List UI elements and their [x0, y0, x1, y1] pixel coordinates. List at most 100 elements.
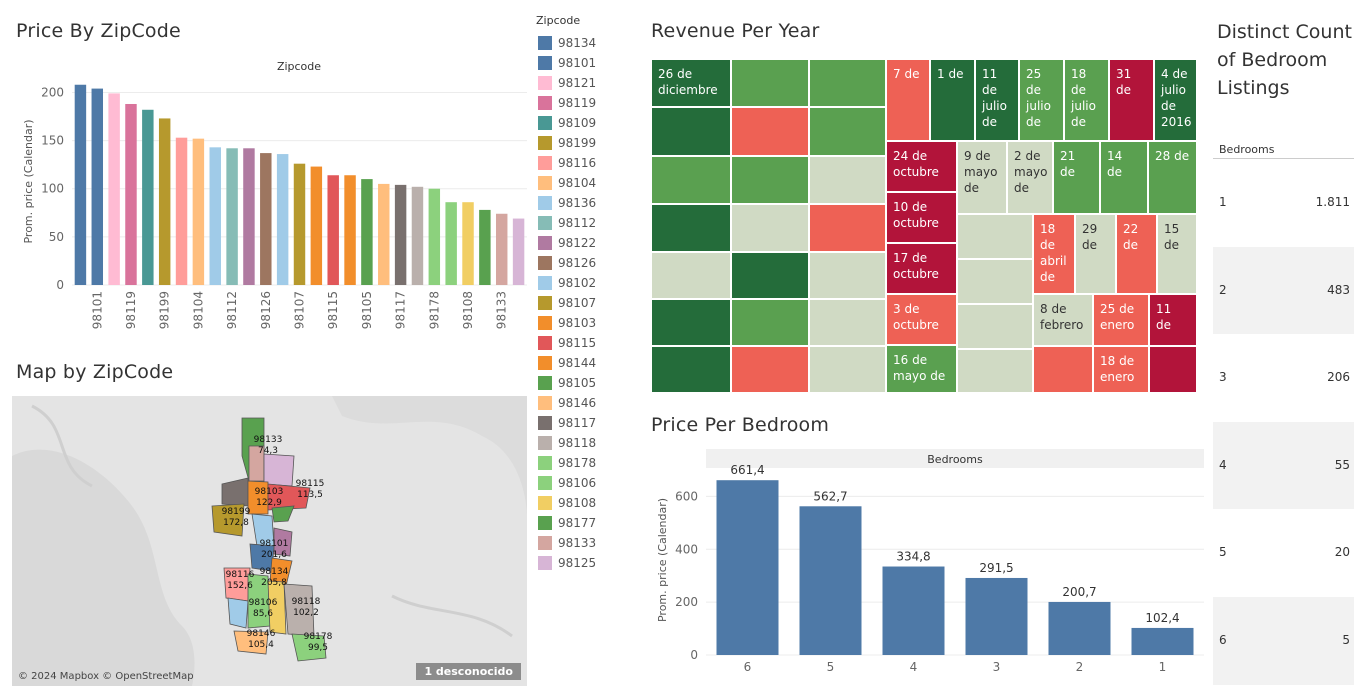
treemap-cell[interactable] — [809, 59, 886, 107]
zip-bar-98106[interactable] — [445, 202, 457, 285]
treemap-cell[interactable]: 8 de febrero — [1033, 294, 1093, 346]
treemap-cell[interactable] — [731, 107, 809, 156]
treemap-cell[interactable] — [651, 156, 731, 204]
legend-item-98107[interactable]: 98107 — [530, 293, 630, 313]
treemap-cell[interactable]: 18 de abril de — [1033, 214, 1075, 294]
bedroom-bar-1[interactable] — [1131, 627, 1194, 655]
zip-bar-98134[interactable] — [74, 84, 87, 285]
unknown-badge[interactable]: 1 desconocido — [416, 663, 521, 680]
legend-item-98177[interactable]: 98177 — [530, 513, 630, 533]
zip-bar-98119[interactable] — [125, 103, 137, 285]
zip-bar-98122[interactable] — [243, 148, 255, 285]
treemap-cell[interactable] — [731, 156, 809, 204]
legend-item-98103[interactable]: 98103 — [530, 313, 630, 333]
legend-item-98115[interactable]: 98115 — [530, 333, 630, 353]
treemap-cell[interactable]: 26 de diciembre — [651, 59, 731, 107]
legend-item-98119[interactable]: 98119 — [530, 93, 630, 113]
legend-item-98126[interactable]: 98126 — [530, 253, 630, 273]
legend-item-98146[interactable]: 98146 — [530, 393, 630, 413]
treemap-cell[interactable]: 28 de — [1148, 141, 1197, 214]
legend-item-98118[interactable]: 98118 — [530, 433, 630, 453]
legend-item-98125[interactable]: 98125 — [530, 553, 630, 573]
zip-bar-98103[interactable] — [310, 166, 323, 285]
treemap-cell[interactable]: 17 de octubre — [886, 243, 957, 294]
legend-item-98108[interactable]: 98108 — [530, 493, 630, 513]
treemap-cell[interactable]: 7 de — [886, 59, 930, 141]
legend-item-98144[interactable]: 98144 — [530, 353, 630, 373]
treemap-cell[interactable] — [809, 156, 886, 204]
zip-bar-98118[interactable] — [411, 186, 424, 285]
treemap-cell[interactable] — [731, 204, 809, 252]
treemap-cell[interactable]: 9 de mayo de — [957, 141, 1007, 214]
zip-bar-98125[interactable] — [512, 218, 525, 285]
treemap-cell[interactable]: 10 de octubre — [886, 192, 957, 243]
legend-item-98102[interactable]: 98102 — [530, 273, 630, 293]
zip-bar-98136[interactable] — [209, 147, 221, 285]
zip-bar-98117[interactable] — [394, 184, 407, 285]
treemap-cell[interactable] — [731, 299, 809, 346]
treemap-cell[interactable]: 18 de julio de — [1064, 59, 1109, 141]
treemap-cell[interactable] — [651, 252, 731, 299]
treemap-cell[interactable]: 14 de — [1100, 141, 1148, 214]
treemap-cell[interactable] — [809, 346, 886, 393]
treemap-cell[interactable]: 11 de — [1149, 294, 1197, 346]
zip-bar-98133[interactable] — [495, 213, 508, 285]
treemap-cell[interactable]: 25 de julio de — [1019, 59, 1064, 141]
legend-item-98133[interactable]: 98133 — [530, 533, 630, 553]
bedroom-bar-5[interactable] — [799, 506, 862, 655]
legend-item-98178[interactable]: 98178 — [530, 453, 630, 473]
treemap-cell[interactable] — [731, 346, 809, 393]
zip-bar-98177[interactable] — [479, 209, 491, 285]
treemap-cell[interactable]: 3 de octubre — [886, 294, 957, 345]
legend-item-98109[interactable]: 98109 — [530, 113, 630, 133]
treemap-cell[interactable] — [1149, 346, 1197, 393]
zip-bar-98146[interactable] — [378, 183, 390, 285]
zip-bar-98104[interactable] — [192, 138, 205, 285]
zip-bar-98108[interactable] — [462, 202, 474, 285]
legend-item-98122[interactable]: 98122 — [530, 233, 630, 253]
treemap-cell[interactable]: 11 de julio de — [975, 59, 1019, 141]
bedroom-bar-4[interactable] — [882, 566, 945, 655]
zip-bar-98115[interactable] — [327, 175, 339, 285]
legend-item-98136[interactable]: 98136 — [530, 193, 630, 213]
treemap-cell[interactable]: 29 de — [1075, 214, 1116, 294]
treemap-cell[interactable] — [809, 299, 886, 346]
treemap-cell[interactable]: 24 de octubre — [886, 141, 957, 192]
zip-bar-98112[interactable] — [226, 148, 238, 285]
treemap-cell[interactable]: 1 de — [930, 59, 975, 141]
treemap-cell[interactable] — [957, 259, 1033, 304]
treemap-cell[interactable]: 15 de — [1157, 214, 1197, 294]
treemap-cell[interactable] — [731, 252, 809, 299]
treemap-cell[interactable] — [957, 349, 1033, 393]
zip-bar-98121[interactable] — [108, 93, 120, 285]
zip-bar-98144[interactable] — [344, 175, 356, 285]
zipcode-map[interactable]: 98133 74,3 98103 122,9 98115 113,5 98199 172,8 9… — [12, 396, 527, 686]
zip-bar-98109[interactable] — [142, 109, 154, 285]
zip-bar-98116[interactable] — [175, 137, 188, 285]
zip-bar-98107[interactable] — [293, 163, 306, 285]
treemap-cell[interactable]: 21 de — [1053, 141, 1100, 214]
treemap-cell[interactable]: 4 de julio de 2016 — [1154, 59, 1197, 141]
zip-bar-98126[interactable] — [260, 153, 272, 285]
zip-bar-98178[interactable] — [428, 188, 441, 285]
treemap-cell[interactable] — [809, 204, 886, 252]
legend-item-98117[interactable]: 98117 — [530, 413, 630, 433]
legend-item-98101[interactable]: 98101 — [530, 53, 630, 73]
treemap-cell[interactable]: 25 de enero — [1093, 294, 1149, 346]
zip-bar-98105[interactable] — [361, 179, 373, 285]
treemap-cell[interactable] — [809, 252, 886, 299]
treemap-cell[interactable]: 2 de mayo de — [1007, 141, 1053, 214]
legend-item-98112[interactable]: 98112 — [530, 213, 630, 233]
legend-item-98199[interactable]: 98199 — [530, 133, 630, 153]
treemap-cell[interactable] — [651, 107, 731, 156]
treemap-cell[interactable] — [651, 346, 731, 393]
legend-item-98134[interactable]: 98134 — [530, 33, 630, 53]
treemap-cell[interactable] — [1033, 346, 1093, 393]
zip-bar-98102[interactable] — [276, 154, 289, 285]
treemap-cell[interactable] — [731, 59, 809, 107]
treemap-cell[interactable] — [957, 214, 1033, 259]
legend-item-98105[interactable]: 98105 — [530, 373, 630, 393]
treemap-cell[interactable] — [651, 204, 731, 252]
treemap-cell[interactable]: 18 de enero — [1093, 346, 1149, 393]
legend-item-98116[interactable]: 98116 — [530, 153, 630, 173]
